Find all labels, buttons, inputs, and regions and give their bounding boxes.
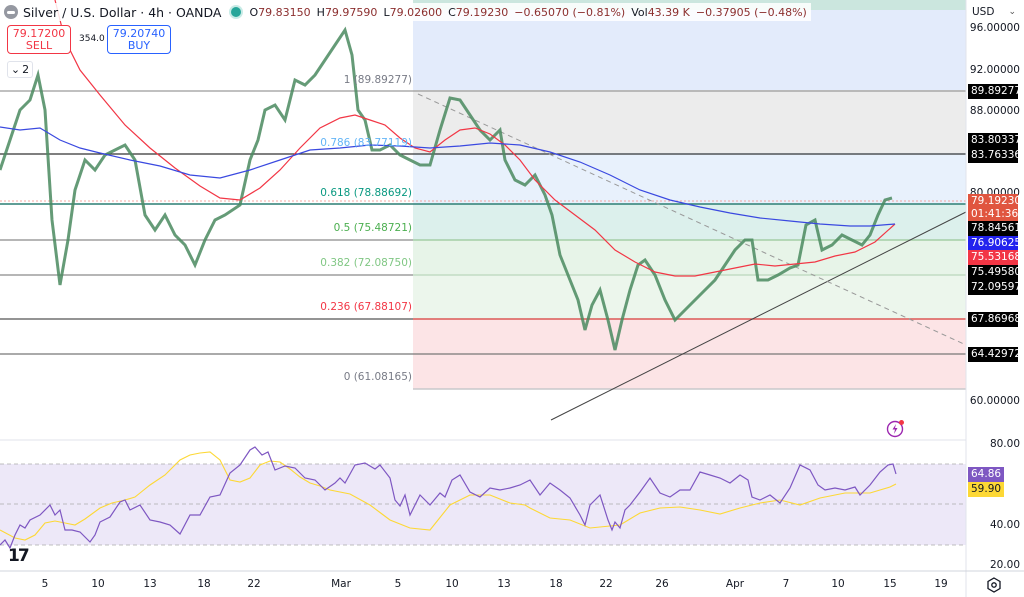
currency-select[interactable]: USD ⌄: [968, 3, 1020, 20]
level-tag: 83.80337: [968, 133, 1021, 148]
time-tick: 5: [394, 578, 402, 590]
buy-label: BUY: [127, 39, 151, 52]
ma-blue-tag: 76.90625: [968, 236, 1021, 251]
level-tag: 64.42972: [968, 347, 1021, 362]
market-open-icon: [231, 7, 242, 17]
bar-countdown: 01:41:36: [971, 208, 1019, 220]
time-tick: 10: [91, 578, 105, 590]
time-tick: 18: [197, 578, 211, 590]
level-tag: 89.89277: [968, 84, 1021, 99]
price-tick: 60.00000: [969, 395, 1020, 407]
buy-button[interactable]: 79.20740 BUY: [107, 25, 171, 54]
fib-level-label: 0.5 (75.48721): [333, 222, 412, 234]
silver-logo-icon: [4, 5, 18, 19]
chevron-down-icon: ⌄: [10, 63, 21, 76]
collapse-indicators-button[interactable]: ⌄ 2: [7, 61, 33, 78]
close-value: 79.19230: [455, 5, 509, 19]
time-tick: 7: [782, 578, 790, 590]
price-tick: 88.00000: [969, 105, 1020, 117]
settings-icon[interactable]: [986, 577, 1002, 593]
fib-level-label: 0 (61.08165): [343, 371, 412, 383]
time-tick: 22: [599, 578, 613, 590]
sell-price: 79.17200: [12, 27, 66, 40]
open-value: 79.83150: [258, 5, 311, 19]
rsi-tick: 40.00: [989, 519, 1020, 531]
time-tick: 13: [497, 578, 511, 590]
low-value: 79.02600: [389, 5, 443, 19]
rsi-panel: [0, 439, 966, 550]
high-value: 79.97590: [324, 5, 378, 19]
fib-zones: [413, 0, 966, 390]
tradingview-logo[interactable]: 17: [8, 546, 30, 566]
fib-level-label: 0.236 (67.88107): [320, 301, 412, 313]
ohlc-values: O79.83150 H79.97590 L79.02600 C79.19230 …: [249, 5, 807, 19]
fib-level-label: 0.786 (83.77119): [320, 137, 412, 149]
volume-change-value: −0.37905 (−0.48%): [695, 5, 807, 19]
symbol-header: Silver / U.S. Dollar · 4h · OANDA O79.83…: [4, 3, 811, 21]
time-tick: 5: [41, 578, 49, 590]
time-tick: 13: [143, 578, 157, 590]
sell-label: SELL: [25, 39, 53, 52]
time-tick: 18: [549, 578, 563, 590]
level-tag: 78.84561: [968, 221, 1021, 236]
price-tick: 92.00000: [969, 64, 1020, 76]
time-tick: 26: [655, 578, 669, 590]
time-tick: 10: [831, 578, 845, 590]
ma-red-tag: 75.53168: [968, 250, 1021, 265]
change-value: −0.65070 (−0.81%): [514, 5, 626, 19]
rsi-tick: 80.00: [989, 438, 1020, 450]
fib-level-label: 0.618 (78.88692): [320, 187, 412, 199]
spread-value: 354.0: [79, 34, 105, 44]
time-tick: Apr: [725, 578, 745, 590]
time-tick: 19: [934, 578, 948, 590]
ma-blue: [0, 126, 896, 227]
level-tag: 75.49580: [968, 265, 1021, 280]
price-candles: [0, 26, 893, 351]
lightning-alert-icon[interactable]: [886, 418, 906, 438]
buy-price: 79.20740: [112, 27, 166, 40]
ma-red: [54, 0, 896, 277]
rsi-ma-value-tag: 59.90: [968, 482, 1004, 497]
rsi-value-tag: 64.86: [968, 467, 1004, 482]
price-tick: 96.00000: [969, 22, 1020, 34]
time-tick: 15: [883, 578, 897, 590]
chevron-down-icon: ⌄: [1008, 6, 1016, 17]
fib-level-label: 1 (89.89277): [343, 74, 412, 86]
symbol-title[interactable]: Silver / U.S. Dollar · 4h · OANDA: [23, 4, 222, 20]
level-tag: 83.76336: [968, 148, 1021, 163]
sell-button[interactable]: 79.17200 SELL: [7, 25, 71, 54]
level-tag: 67.86968: [968, 312, 1021, 327]
level-tag: 72.09597: [968, 280, 1021, 295]
time-tick: 10: [445, 578, 459, 590]
last-price-tag: 79.19230 01:41:36: [968, 194, 1021, 222]
time-tick: Mar: [331, 578, 351, 590]
volume-value: 43.39 K: [647, 5, 690, 19]
time-tick: 22: [247, 578, 261, 590]
fib-level-label: 0.382 (72.08750): [320, 257, 412, 269]
rsi-tick: 20.00: [989, 559, 1020, 571]
